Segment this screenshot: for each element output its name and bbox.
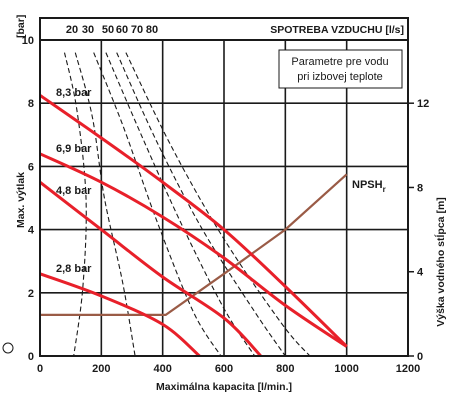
x-tick-label: 600 (215, 363, 233, 375)
npsh-label: NPSHr (352, 179, 386, 194)
y2-axis-ticks: 0 4 8 12 (408, 98, 429, 363)
pressure-curve-2 (39, 152, 348, 348)
top-axis-band (39, 17, 409, 41)
y-tick-label: 0 (28, 351, 34, 363)
top-tick-label: 80 (146, 24, 158, 36)
npsh-label-main: NPSH (352, 179, 383, 191)
y-axis-ticks: 0 2 4 6 8 10 (22, 35, 35, 363)
npsh-curve-group (40, 173, 348, 316)
pressure-curve-label: 8,3 bar (56, 87, 92, 99)
air-curve-30 (74, 52, 136, 357)
top-tick-label: 30 (82, 24, 94, 36)
note-box (278, 49, 403, 89)
npsh-label-sub: r (383, 185, 386, 194)
y-tick-label: 6 (28, 161, 34, 173)
vertical-grid (100, 40, 348, 356)
pressure-curve-4 (39, 272, 201, 358)
pressure-curve-1 (39, 94, 348, 348)
air-curve-60 (105, 52, 256, 357)
curve-labels: 8,3 bar 6,9 bar 4,8 bar 2,8 bar (56, 87, 92, 275)
x-tick-label: 800 (276, 363, 294, 375)
x-tick-label: 1000 (334, 363, 358, 375)
npsh-curve (40, 173, 348, 316)
top-tick-label: 50 (102, 24, 114, 36)
pressure-curve-label: 4,8 bar (56, 185, 92, 197)
note-line-2: pri izbovej teplote (297, 71, 383, 83)
top-tick-label: 60 (116, 24, 128, 36)
air-curve-80 (125, 52, 311, 357)
y2-tick-label: 12 (417, 98, 429, 110)
x-tick-label: 200 (92, 363, 110, 375)
y-tick-label: 8 (28, 98, 34, 110)
pressure-curve-label: 2,8 bar (56, 263, 92, 275)
top-axis-ticks: 20 30 50 60 70 80 (66, 24, 158, 36)
y-unit-label: [bar] (15, 15, 27, 38)
x-tick-label: 0 (37, 363, 43, 375)
pressure-curve-3 (39, 181, 262, 358)
x-tick-label: 400 (153, 363, 171, 375)
y2-tick-label: 8 (417, 182, 423, 194)
corner-marker (2, 342, 14, 354)
y-tick-label: 2 (28, 288, 34, 300)
pressure-curves (39, 94, 348, 358)
y-tick-label: 4 (28, 225, 35, 237)
x-tick-label: 1200 (396, 363, 420, 375)
y-tick-label: 10 (22, 35, 34, 47)
air-curve-50 (93, 52, 222, 357)
y2-tick-label: 0 (417, 351, 423, 363)
top-tick-label: 20 (66, 24, 78, 36)
pressure-curve-label: 6,9 bar (56, 143, 92, 155)
y2-axis-title: Výška vodného stĺpca [m] (433, 197, 447, 327)
x-axis-title: Maximálna kapacita [l/min.] (156, 381, 292, 393)
y2-tick-label: 4 (417, 267, 424, 279)
top-axis-label: SPOTREBA VZDUCHU [l/s] (270, 24, 404, 36)
air-curve-70 (116, 52, 286, 357)
y-axis-title: Max. výtlak (15, 172, 27, 228)
top-tick-label: 70 (131, 24, 143, 36)
x-axis-ticks: 0 200 400 600 800 1000 1200 (37, 363, 420, 375)
note-line-1: Parametre pre vodu (291, 56, 388, 68)
air-consumption-curves (63, 52, 311, 357)
air-curve-20 (63, 52, 87, 357)
